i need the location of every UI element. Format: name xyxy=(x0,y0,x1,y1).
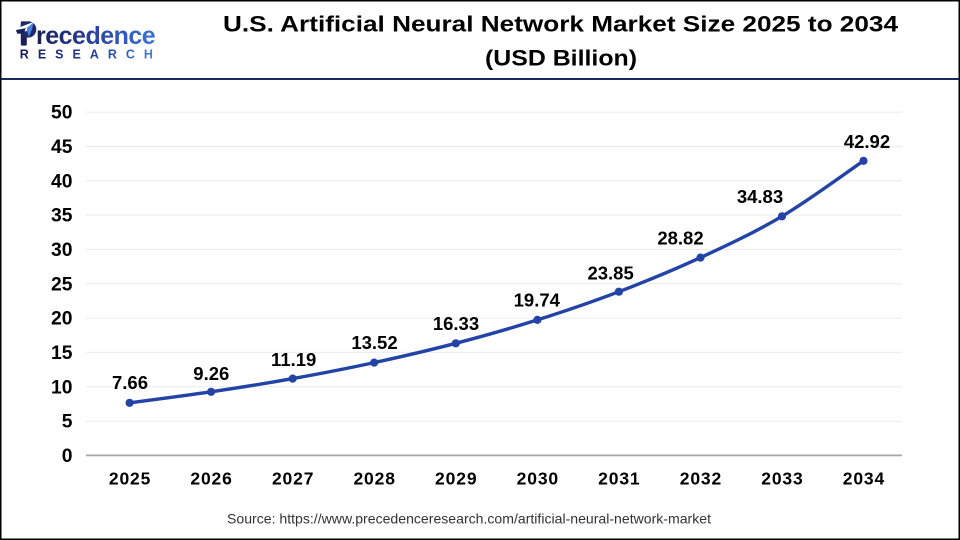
svg-text:20: 20 xyxy=(51,309,72,330)
svg-text:35: 35 xyxy=(51,206,73,227)
svg-text:13.52: 13.52 xyxy=(351,332,397,353)
svg-text:2025: 2025 xyxy=(109,469,151,489)
svg-text:10: 10 xyxy=(51,377,72,398)
svg-text:50: 50 xyxy=(51,103,72,124)
svg-text:45: 45 xyxy=(51,137,73,158)
svg-text:23.85: 23.85 xyxy=(587,262,633,283)
svg-text:2029: 2029 xyxy=(435,469,477,489)
svg-text:25: 25 xyxy=(51,274,73,295)
svg-text:U.S. Artificial Neural Network: U.S. Artificial Neural Network Market Si… xyxy=(223,12,899,37)
svg-text:7.66: 7.66 xyxy=(112,372,148,393)
svg-text:28.82: 28.82 xyxy=(657,228,703,249)
svg-text:42.92: 42.92 xyxy=(844,131,890,152)
svg-text:2033: 2033 xyxy=(761,469,803,489)
svg-text:2034: 2034 xyxy=(843,469,885,489)
svg-text:16.33: 16.33 xyxy=(433,313,479,334)
svg-text:RESEARCH: RESEARCH xyxy=(20,48,162,62)
svg-text:19.74: 19.74 xyxy=(514,290,561,311)
svg-text:2031: 2031 xyxy=(598,469,640,489)
svg-text:5: 5 xyxy=(62,412,73,433)
svg-text:recedence: recedence xyxy=(36,22,156,50)
svg-text:2032: 2032 xyxy=(680,469,722,489)
svg-text:2027: 2027 xyxy=(272,469,314,489)
svg-text:11.19: 11.19 xyxy=(271,349,316,370)
svg-text:40: 40 xyxy=(51,171,72,192)
svg-text:(USD Billion): (USD Billion) xyxy=(485,46,637,71)
svg-text:30: 30 xyxy=(51,240,72,261)
svg-text:2030: 2030 xyxy=(517,469,559,489)
svg-text:2026: 2026 xyxy=(190,469,232,489)
svg-text:0: 0 xyxy=(62,446,73,467)
svg-text:15: 15 xyxy=(51,343,73,364)
svg-text:Source: https://www.precedence: Source: https://www.precedenceresearch.c… xyxy=(227,511,711,527)
svg-text:34.83: 34.83 xyxy=(737,186,783,207)
svg-text:9.26: 9.26 xyxy=(193,363,229,384)
svg-text:2028: 2028 xyxy=(353,469,395,489)
